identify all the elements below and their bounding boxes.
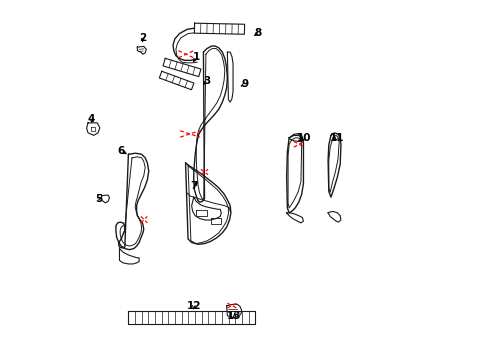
Polygon shape xyxy=(137,46,146,54)
Polygon shape xyxy=(163,58,201,77)
Text: 6: 6 xyxy=(118,146,124,156)
Text: 13: 13 xyxy=(227,311,241,321)
Text: 3: 3 xyxy=(203,76,210,86)
Text: 9: 9 xyxy=(241,79,248,89)
Polygon shape xyxy=(86,123,100,135)
Text: 7: 7 xyxy=(190,181,197,192)
Text: 2: 2 xyxy=(139,33,146,43)
Text: 4: 4 xyxy=(88,113,95,123)
Polygon shape xyxy=(128,311,255,324)
Text: 11: 11 xyxy=(329,133,343,143)
Text: 8: 8 xyxy=(254,28,261,38)
Text: 12: 12 xyxy=(186,301,201,311)
Polygon shape xyxy=(159,71,194,90)
Polygon shape xyxy=(194,23,244,34)
Polygon shape xyxy=(102,195,109,203)
Text: 10: 10 xyxy=(297,133,311,143)
Text: 5: 5 xyxy=(95,194,102,203)
Text: 1: 1 xyxy=(192,52,200,62)
Polygon shape xyxy=(226,304,241,318)
